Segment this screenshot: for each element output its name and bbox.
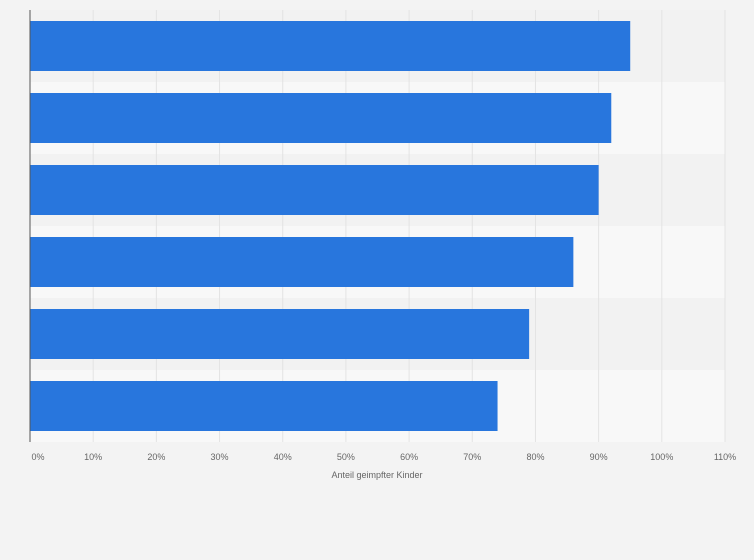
x-tick-label: 10%	[84, 452, 102, 462]
x-tick-label: 30%	[211, 452, 229, 462]
bar	[30, 21, 631, 71]
x-tick-label: 50%	[337, 452, 355, 462]
x-tick-labels: 0% 10% 20% 30% 40% 50% 60% 70% 80% 90% 100% 110%	[31, 452, 736, 462]
x-axis-label: Anteil geimpfter Kinder	[331, 470, 422, 480]
grid-lines	[92, 10, 726, 442]
x-tick-label: 20%	[147, 452, 165, 462]
bar	[30, 237, 574, 287]
bar	[30, 309, 530, 359]
row-bands	[30, 10, 725, 442]
x-tick-label: 0%	[31, 452, 44, 462]
x-tick-label: 110%	[714, 452, 736, 462]
x-tick-label: 60%	[400, 452, 418, 462]
bar	[30, 93, 612, 143]
x-tick-label: 70%	[463, 452, 481, 462]
bar	[30, 165, 599, 215]
bar	[30, 381, 498, 431]
x-tick-label: 40%	[274, 452, 292, 462]
bars	[30, 21, 631, 431]
x-tick-label: 90%	[590, 452, 608, 462]
x-tick-label: 80%	[526, 452, 544, 462]
x-tick-label: 100%	[650, 452, 673, 462]
